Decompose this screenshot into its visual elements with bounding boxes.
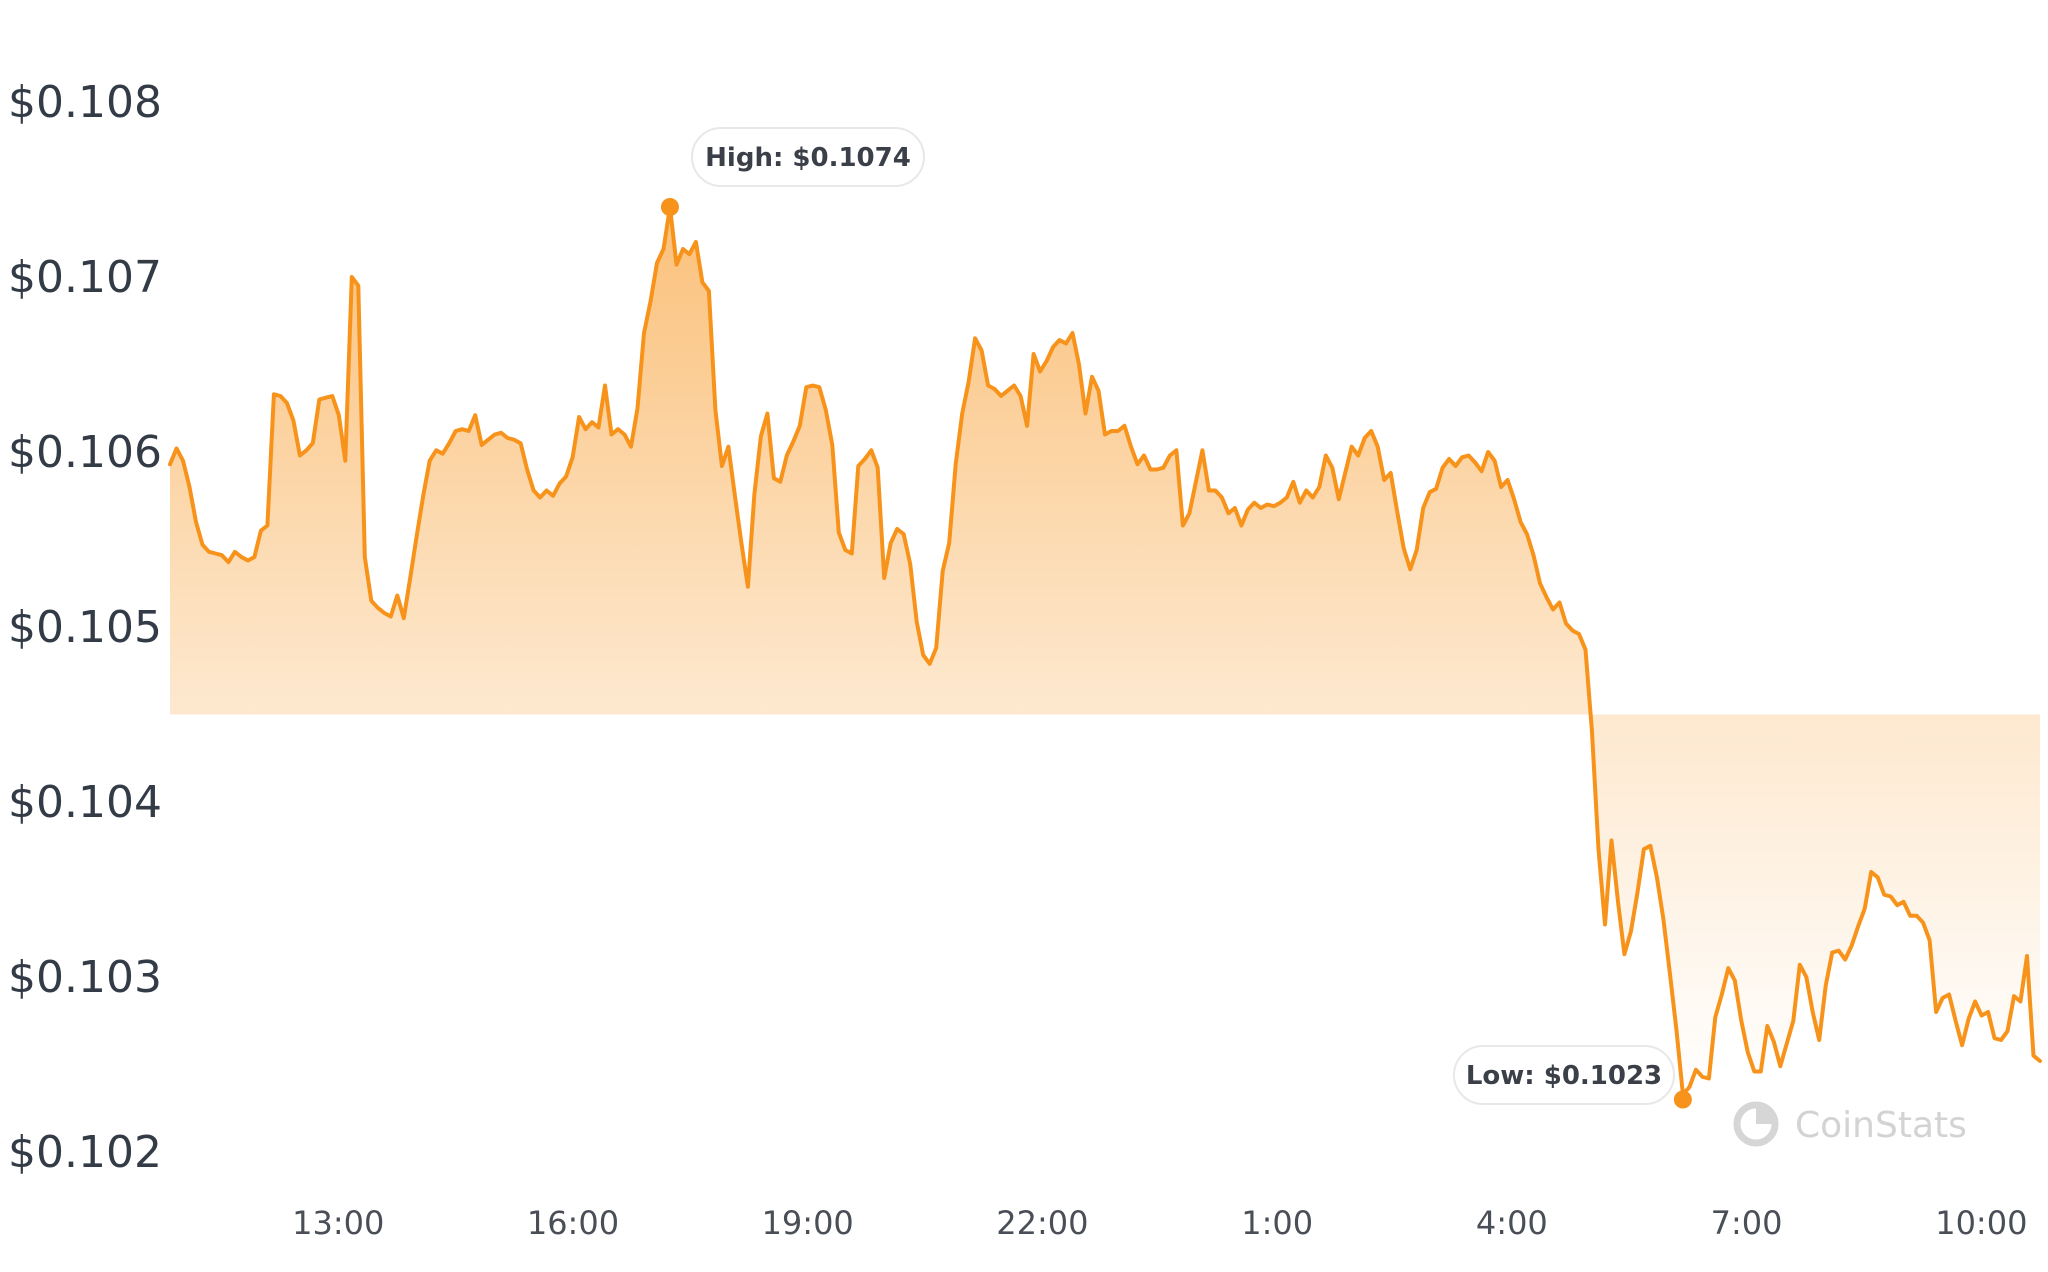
x-tick-label: 16:00 xyxy=(527,1204,619,1242)
high-callout: High: $0.1074 xyxy=(660,127,925,216)
low-marker xyxy=(1673,1090,1692,1109)
high-label: High: $0.1074 xyxy=(705,143,911,173)
x-tick-label: 13:00 xyxy=(292,1204,384,1242)
watermark-text: CoinStats xyxy=(1795,1105,1967,1146)
x-tick-label: 22:00 xyxy=(996,1204,1088,1242)
y-tick-label: $0.103 xyxy=(8,952,162,1003)
x-tick-label: 7:00 xyxy=(1711,1204,1783,1242)
coinstats-watermark: CoinStats xyxy=(1733,1101,1967,1147)
high-marker xyxy=(660,198,679,216)
low-label: Low: $0.1023 xyxy=(1466,1061,1662,1091)
y-tick-label: $0.108 xyxy=(8,77,162,128)
coinstats-logo-icon xyxy=(1733,1101,1779,1147)
x-tick-label: 1:00 xyxy=(1241,1204,1313,1242)
x-tick-label: 4:00 xyxy=(1476,1204,1548,1242)
price-area-fill xyxy=(170,207,2040,1095)
y-tick-label: $0.104 xyxy=(8,777,162,828)
y-tick-label: $0.107 xyxy=(8,252,162,303)
high-callout-box xyxy=(691,127,925,187)
x-tick-label: 19:00 xyxy=(762,1204,854,1242)
y-tick-label: $0.102 xyxy=(8,1127,162,1178)
x-axis: 13:00 16:00 19:00 22:00 1:00 4:00 7:00 10:00 xyxy=(292,1204,2027,1242)
price-line xyxy=(168,205,2042,1097)
low-callout-box xyxy=(1453,1045,1675,1105)
low-callout: Low: $0.1023 xyxy=(1453,1045,1692,1109)
y-tick-label: $0.105 xyxy=(8,602,162,653)
x-tick-label: 10:00 xyxy=(1935,1204,2027,1242)
y-tick-label: $0.106 xyxy=(8,427,162,478)
y-axis: $0.108 $0.107 $0.106 $0.105 $0.104 $0.103 $0.1… xyxy=(8,77,162,1178)
